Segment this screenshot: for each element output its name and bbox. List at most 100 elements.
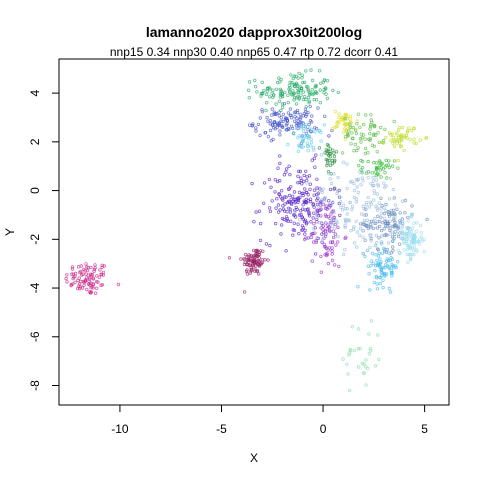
data-point bbox=[364, 383, 368, 387]
data-point bbox=[303, 107, 308, 111]
data-point bbox=[362, 220, 366, 225]
data-point bbox=[353, 142, 357, 147]
data-point bbox=[409, 214, 414, 219]
data-point bbox=[335, 124, 339, 129]
data-point bbox=[338, 195, 342, 199]
data-point bbox=[286, 111, 291, 115]
data-point bbox=[279, 108, 283, 113]
data-point bbox=[281, 204, 285, 208]
data-point bbox=[348, 200, 352, 205]
data-point bbox=[329, 220, 333, 224]
data-point bbox=[77, 276, 81, 280]
data-point bbox=[76, 265, 81, 269]
data-point bbox=[318, 100, 322, 105]
data-point bbox=[391, 187, 395, 192]
data-point bbox=[87, 279, 91, 284]
data-point bbox=[299, 93, 303, 97]
data-point bbox=[284, 170, 288, 174]
data-point bbox=[296, 126, 300, 131]
data-point bbox=[360, 159, 365, 163]
data-point bbox=[400, 137, 404, 141]
data-point bbox=[396, 158, 400, 163]
data-point bbox=[383, 170, 387, 175]
data-point bbox=[415, 249, 419, 253]
data-point bbox=[102, 264, 106, 268]
data-point bbox=[346, 134, 350, 138]
data-point bbox=[379, 234, 384, 238]
data-point bbox=[290, 93, 294, 97]
data-point bbox=[262, 201, 266, 205]
data-point bbox=[371, 179, 376, 183]
data-point bbox=[358, 346, 362, 351]
data-point bbox=[379, 215, 383, 219]
data-point bbox=[415, 220, 419, 225]
data-point bbox=[330, 158, 334, 163]
y-tick-label: 4 bbox=[28, 89, 42, 96]
data-point bbox=[325, 149, 330, 153]
data-point bbox=[323, 114, 327, 118]
data-point bbox=[397, 234, 401, 239]
data-point bbox=[374, 170, 378, 174]
data-point bbox=[390, 132, 395, 136]
data-point bbox=[314, 83, 318, 88]
data-point bbox=[380, 251, 385, 256]
data-point bbox=[382, 271, 386, 275]
chart-subtitle: nnp15 0.34 nnp30 0.40 nnp65 0.47 rtp 0.7… bbox=[110, 45, 399, 59]
data-point bbox=[369, 113, 373, 117]
data-point bbox=[276, 203, 281, 207]
data-point bbox=[378, 275, 382, 280]
data-point bbox=[297, 231, 301, 236]
data-point bbox=[345, 362, 349, 366]
data-point bbox=[376, 130, 380, 135]
data-point bbox=[296, 174, 300, 178]
data-point bbox=[367, 352, 371, 356]
data-point bbox=[254, 129, 258, 133]
data-point bbox=[368, 138, 372, 142]
data-point bbox=[305, 141, 309, 145]
data-point bbox=[379, 196, 383, 200]
data-point bbox=[268, 95, 272, 99]
data-point bbox=[356, 112, 361, 116]
data-point bbox=[416, 240, 420, 244]
data-point bbox=[323, 151, 327, 155]
data-point bbox=[279, 115, 283, 120]
data-point bbox=[287, 164, 291, 168]
data-point bbox=[286, 93, 290, 97]
data-point bbox=[276, 210, 281, 214]
data-point bbox=[356, 347, 360, 351]
data-point bbox=[350, 325, 355, 329]
data-point bbox=[242, 257, 246, 261]
data-point bbox=[341, 252, 346, 257]
data-point bbox=[260, 258, 265, 262]
data-point bbox=[252, 219, 256, 224]
data-point bbox=[319, 254, 323, 259]
y-axis: -8 -6 -4 -2 0 2 4 bbox=[28, 89, 60, 391]
data-point bbox=[400, 230, 405, 234]
data-point bbox=[333, 232, 338, 236]
data-point bbox=[363, 254, 367, 259]
data-point bbox=[418, 138, 422, 142]
data-point bbox=[270, 91, 274, 95]
data-point bbox=[333, 109, 337, 114]
data-point bbox=[101, 270, 106, 275]
data-point bbox=[414, 229, 419, 233]
data-point bbox=[326, 169, 331, 174]
data-point bbox=[387, 197, 392, 201]
data-point bbox=[78, 270, 82, 275]
data-point bbox=[337, 112, 341, 116]
data-point bbox=[313, 252, 318, 256]
data-point bbox=[380, 140, 384, 144]
data-point bbox=[326, 261, 330, 266]
data-point bbox=[356, 146, 360, 150]
data-point bbox=[304, 131, 308, 136]
data-point bbox=[78, 279, 83, 284]
data-points bbox=[64, 68, 429, 393]
data-point bbox=[288, 107, 293, 111]
data-point bbox=[281, 94, 285, 99]
data-point bbox=[363, 151, 367, 156]
data-point bbox=[379, 175, 383, 179]
data-point bbox=[266, 119, 270, 123]
data-point bbox=[368, 288, 372, 292]
data-point bbox=[301, 145, 305, 149]
data-point bbox=[299, 176, 303, 180]
